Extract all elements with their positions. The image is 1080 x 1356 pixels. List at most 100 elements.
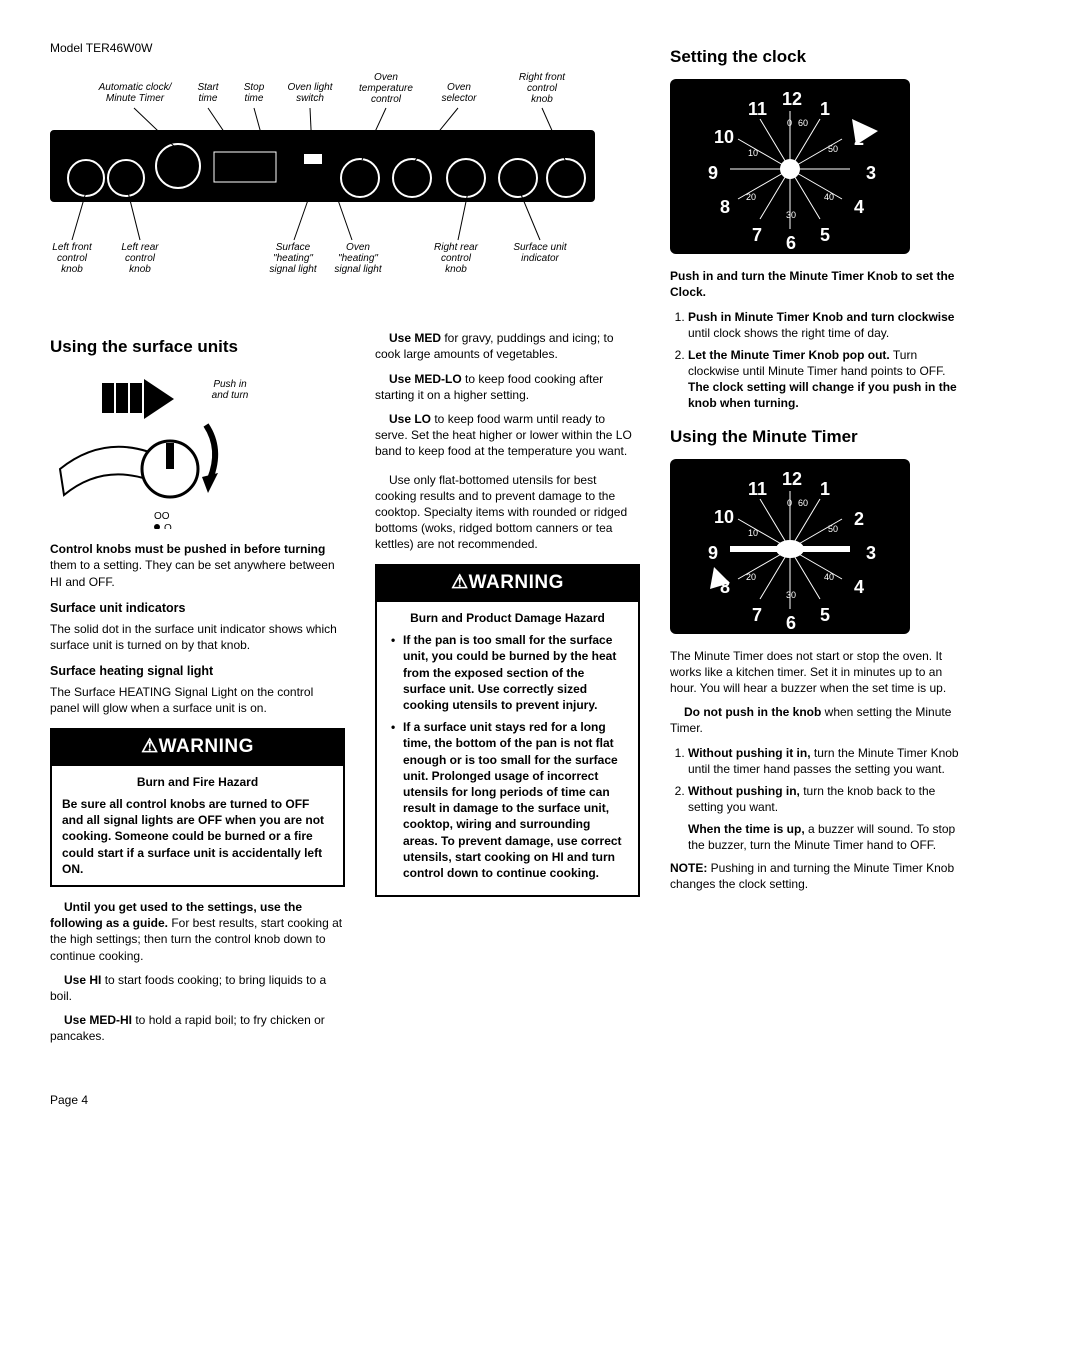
warning-fire-body: Be sure all control knobs are turned to … (62, 796, 333, 877)
timer-step-1: Without pushing it in, turn the Minute T… (688, 745, 970, 777)
clock2-num-3: 3 (866, 541, 876, 565)
label-oven-heating: Oven"heating"signal light (326, 242, 390, 275)
para-lo: Use LO to keep food warm until ready to … (375, 411, 640, 460)
clock-num-3: 3 (866, 161, 876, 185)
para-set-clock: Push in and turn the Minute Timer Knob t… (670, 268, 970, 300)
text-hi-bold: Use HI (64, 973, 101, 987)
clock-num-11: 11 (748, 97, 767, 121)
clock2-num-9: 9 (708, 541, 718, 565)
para-note: NOTE: Pushing in and turning the Minute … (670, 860, 970, 892)
text-knobs-rest: them to a setting. They can be set anywh… (50, 558, 335, 588)
heading-indicators: Surface unit indicators (50, 600, 345, 617)
column-3: Setting the clock 12 1 2 3 4 5 6 (670, 40, 970, 900)
para-med: Use MED for gravy, puddings and icing; t… (375, 330, 640, 362)
warning-fire: ⚠WARNING Burn and Fire Hazard Be sure al… (50, 728, 345, 887)
clock-num-5: 5 (820, 223, 830, 247)
clock-num-10: 10 (714, 125, 734, 149)
clock-tick-50: 50 (828, 143, 838, 155)
para-timer-2: Do not push in the knob when setting the… (670, 704, 970, 736)
clock-step1-bold: Push in Minute Timer Knob and turn clock… (688, 310, 954, 324)
label-surf-ind: Surface unitindicator (504, 242, 576, 264)
clock-tick-20: 20 (746, 191, 756, 203)
note-bold: NOTE: (670, 861, 707, 875)
label-push-turn: Push inand turn (200, 379, 260, 401)
heading-surface-units: Using the surface units (50, 336, 345, 359)
para-medhi: Use MED-HI to hold a rapid boil; to fry … (50, 1012, 345, 1044)
warning-fire-hazard: Burn and Fire Hazard (62, 774, 333, 790)
para-signal: The Surface HEATING Signal Light on the … (50, 684, 345, 716)
text-lo-bold: Use LO (389, 412, 431, 426)
tstep2b-bold: When the time is up, (688, 822, 805, 836)
timer-step-2: Without pushing in, turn the knob back t… (688, 783, 970, 854)
clock2-tick-40: 40 (824, 571, 834, 583)
clock2-tick-60: 60 (798, 497, 808, 509)
clock-tick-10: 10 (748, 147, 758, 159)
heading-clock: Setting the clock (670, 46, 970, 69)
text-timer2-bold: Do not push in the knob (684, 705, 821, 719)
clock2-tick-20: 20 (746, 571, 756, 583)
knob-push-turn-diagram: OO O Push inand turn (50, 369, 270, 529)
clock2-num-10: 10 (714, 505, 734, 529)
text-medlo-bold: Use MED-LO (389, 372, 462, 386)
text-med-bold: Use MED (389, 331, 441, 345)
clock2-num-2: 2 (854, 507, 864, 531)
clock2-num-12: 12 (782, 467, 802, 491)
clock2-num-11: 11 (748, 477, 767, 501)
label-surf-heating: Surface"heating"signal light (260, 242, 326, 275)
clock-diagram-1: 12 1 2 3 4 5 6 7 8 9 10 11 0 60 10 20 30… (670, 79, 910, 254)
clock2-num-4: 4 (854, 575, 864, 599)
label-left-front: Left frontcontrolknob (42, 242, 102, 275)
clock-num-8: 8 (720, 195, 730, 219)
clock2-num-6: 6 (786, 611, 796, 635)
clock-tick-40: 40 (824, 191, 834, 203)
warning-burn: ⚠WARNING Burn and Product Damage Hazard … (375, 564, 640, 897)
warning-burn-li2: If a surface unit stays red for a long t… (395, 719, 628, 881)
clock-steps: Push in Minute Timer Knob and turn clock… (670, 309, 970, 412)
para-flat: Use only flat-bottomed utensils for best… (375, 472, 640, 553)
text-knobs-bold: Control knobs must be pushed in before t… (50, 542, 325, 556)
clock2-tick-30: 30 (786, 589, 796, 601)
clock-step2-b2: The clock setting will change if you pus… (688, 380, 957, 410)
clock2-num-1: 1 (820, 477, 830, 501)
timer-steps: Without pushing it in, turn the Minute T… (670, 745, 970, 854)
clock2-tick-10: 10 (748, 527, 758, 539)
clock2-num-8: 8 (720, 575, 730, 599)
page-number: Page 4 (50, 1092, 1030, 1108)
clock-step-1: Push in Minute Timer Knob and turn clock… (688, 309, 970, 341)
clock2-tick-50: 50 (828, 523, 838, 535)
warning-burn-hazard: Burn and Product Damage Hazard (387, 610, 628, 626)
label-right-rear: Right rearcontrolknob (426, 242, 486, 275)
clock-num-12: 12 (782, 87, 802, 111)
clock-tick-30: 30 (786, 209, 796, 221)
svg-text:O: O (164, 523, 172, 529)
clock2-num-7: 7 (752, 603, 762, 627)
column-1: Using the surface units OO O Push inand … (50, 330, 345, 1052)
para-indicators: The solid dot in the surface unit indica… (50, 621, 345, 653)
clock-num-6: 6 (786, 231, 796, 255)
clock-num-7: 7 (752, 223, 762, 247)
para-guide: Until you get used to the settings, use … (50, 899, 345, 964)
clock-step-2: Let the Minute Timer Knob pop out. Turn … (688, 347, 970, 412)
para-hi: Use HI to start foods cooking; to bring … (50, 972, 345, 1004)
clock-num-4: 4 (854, 195, 864, 219)
tstep1-bold: Without pushing it in, (688, 746, 811, 760)
heading-signal: Surface heating signal light (50, 663, 345, 680)
clock-step2-b1: Let the Minute Timer Knob pop out. (688, 348, 890, 362)
clock2-num-5: 5 (820, 603, 830, 627)
svg-text:OO: OO (154, 511, 170, 522)
control-panel-diagram: Automatic clock/Minute Timer Starttime S… (50, 70, 610, 310)
warning-burn-li1: If the pan is too small for the surface … (395, 632, 628, 713)
clock-num-1: 1 (820, 97, 830, 121)
tstep2-bold: Without pushing in, (688, 784, 800, 798)
clock2-tick-0: 0 (787, 497, 792, 509)
para-medlo: Use MED-LO to keep food cooking after st… (375, 371, 640, 403)
warning-fire-header: ⚠WARNING (52, 730, 343, 766)
clock-step1-rest: until clock shows the right time of day. (688, 326, 889, 340)
clock-tick-60: 60 (798, 117, 808, 129)
para-knobs: Control knobs must be pushed in before t… (50, 541, 345, 590)
para-timer-1: The Minute Timer does not start or stop … (670, 648, 970, 697)
note-rest: Pushing in and turning the Minute Timer … (670, 861, 954, 891)
label-left-rear: Left rearcontrolknob (112, 242, 168, 275)
warning-burn-header: ⚠WARNING (377, 566, 638, 602)
clock-num-9: 9 (708, 161, 718, 185)
